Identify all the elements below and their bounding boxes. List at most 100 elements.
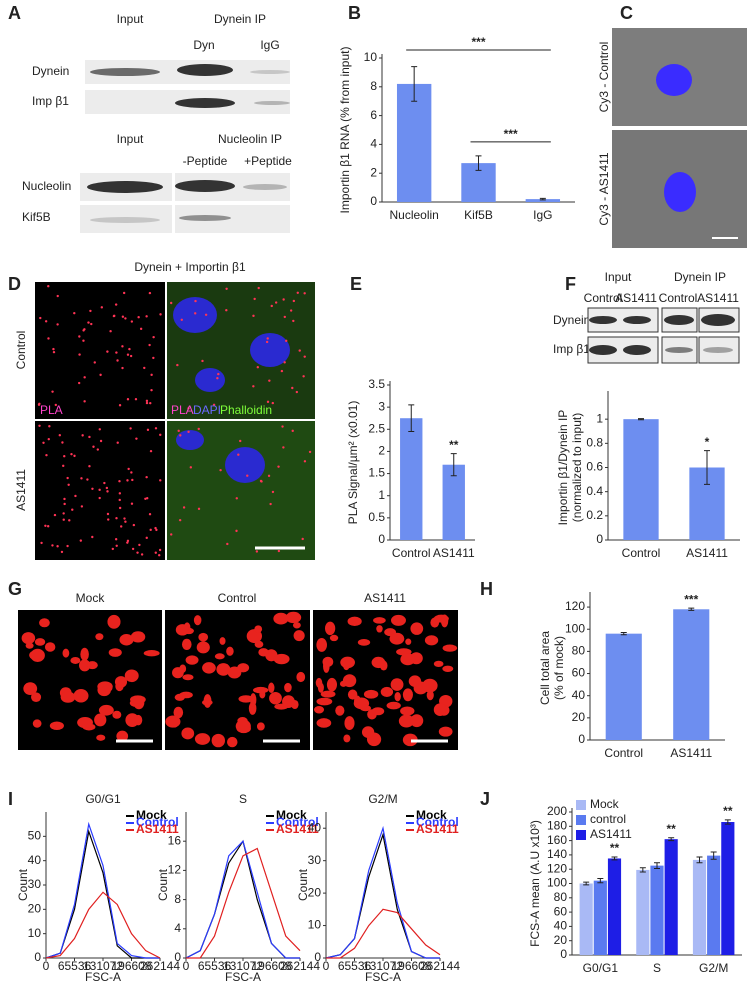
pla-dot — [115, 351, 118, 354]
pla-dot — [48, 425, 51, 428]
histogram-line — [45, 829, 160, 959]
y-tick-label: 6 — [370, 108, 377, 122]
pla-dot — [149, 401, 152, 405]
cell — [32, 719, 42, 728]
pla-dot — [252, 385, 255, 388]
y-tick-label: 0.8 — [586, 436, 603, 450]
error-bar — [688, 607, 695, 611]
cell — [60, 691, 76, 703]
label: Imp β1 — [553, 342, 590, 356]
label: Dyn — [193, 38, 214, 52]
pla-dot — [259, 479, 263, 483]
pla-dot — [87, 321, 90, 324]
cell — [34, 638, 46, 646]
cell — [291, 699, 299, 710]
pla-dot — [107, 518, 110, 521]
y-tick-label: 0 — [378, 532, 385, 546]
cell — [227, 736, 238, 748]
bar — [400, 418, 423, 540]
pla-dot — [179, 434, 182, 437]
pla-dot — [148, 512, 152, 516]
y-tick-label: 3.5 — [368, 377, 385, 391]
y-tick-label: 10 — [364, 50, 378, 64]
cell — [344, 716, 355, 731]
cell — [25, 642, 34, 649]
bar — [525, 199, 561, 202]
pla-dot — [61, 441, 64, 444]
cell — [101, 685, 113, 692]
chart-title: G2/M — [368, 792, 397, 806]
pla-dot — [303, 292, 306, 295]
pla-dot — [256, 366, 260, 369]
pla-dot — [291, 386, 294, 390]
pla-dot — [52, 350, 56, 354]
bar — [673, 609, 710, 740]
pla-dot — [126, 479, 129, 482]
pla-dot — [121, 315, 125, 318]
cell — [227, 666, 242, 679]
pla-dot — [158, 554, 161, 557]
cell — [296, 671, 306, 683]
pla-dot — [127, 467, 130, 471]
pla-dot — [277, 549, 281, 553]
cell — [112, 710, 122, 719]
pla-dot — [143, 366, 146, 370]
pla-dot — [303, 460, 307, 463]
legend-label: Control — [136, 815, 179, 829]
pla-dot — [225, 308, 228, 312]
blots — [85, 60, 290, 114]
pla-dot — [182, 506, 186, 509]
label: PLA — [171, 403, 194, 417]
y-axis-label: Importin β1/Dynein IP — [556, 410, 570, 526]
pla-dot — [148, 343, 151, 347]
cell — [442, 665, 454, 672]
pla-dot — [82, 329, 85, 332]
cell — [314, 706, 325, 714]
annotation: ** — [449, 438, 459, 452]
cell — [363, 689, 379, 699]
label: Dynein + Importin β1 — [134, 260, 246, 274]
panel-letter: F — [565, 274, 576, 294]
pla-dot — [308, 450, 312, 454]
legend-label: Mock — [136, 808, 167, 822]
cell — [405, 638, 412, 645]
pla-dot — [114, 303, 118, 306]
pla-dot — [91, 535, 94, 539]
legend-label: AS1411 — [136, 822, 179, 836]
pla-dot — [47, 437, 50, 441]
cell — [143, 650, 160, 657]
annotation: ** — [610, 841, 620, 855]
cell — [342, 674, 357, 688]
y-tick-label: 20 — [28, 902, 42, 916]
x-tick-label: 131072 — [223, 959, 263, 973]
pla-dot — [46, 525, 50, 528]
pla-dot — [154, 427, 158, 430]
x-tick-label: AS1411 — [670, 746, 712, 760]
pla-dot — [62, 518, 65, 521]
cell — [238, 695, 254, 703]
pla-dot — [187, 430, 190, 434]
legend-label: Control — [276, 815, 319, 829]
y-tick-label: 80 — [572, 644, 586, 658]
cell — [394, 691, 401, 702]
label: -Peptide — [183, 154, 228, 168]
pla-dot — [45, 453, 48, 457]
pla-dot — [68, 519, 71, 522]
bar — [664, 839, 678, 955]
cell — [119, 634, 134, 646]
pla-dot — [302, 375, 305, 378]
pla-dot — [123, 517, 126, 520]
pla-dot — [130, 471, 133, 474]
cell — [390, 678, 404, 691]
pla-dot — [44, 524, 47, 527]
cell — [70, 656, 81, 664]
pla-dot — [122, 291, 126, 295]
x-tick-label: 65536 — [198, 959, 232, 973]
pla-dot — [253, 297, 256, 301]
panel-letter: J — [480, 789, 490, 809]
bar — [607, 858, 622, 955]
cell — [402, 688, 413, 702]
pla-dot — [303, 355, 306, 358]
pla-dot — [170, 533, 173, 536]
pla-dot — [301, 537, 304, 541]
